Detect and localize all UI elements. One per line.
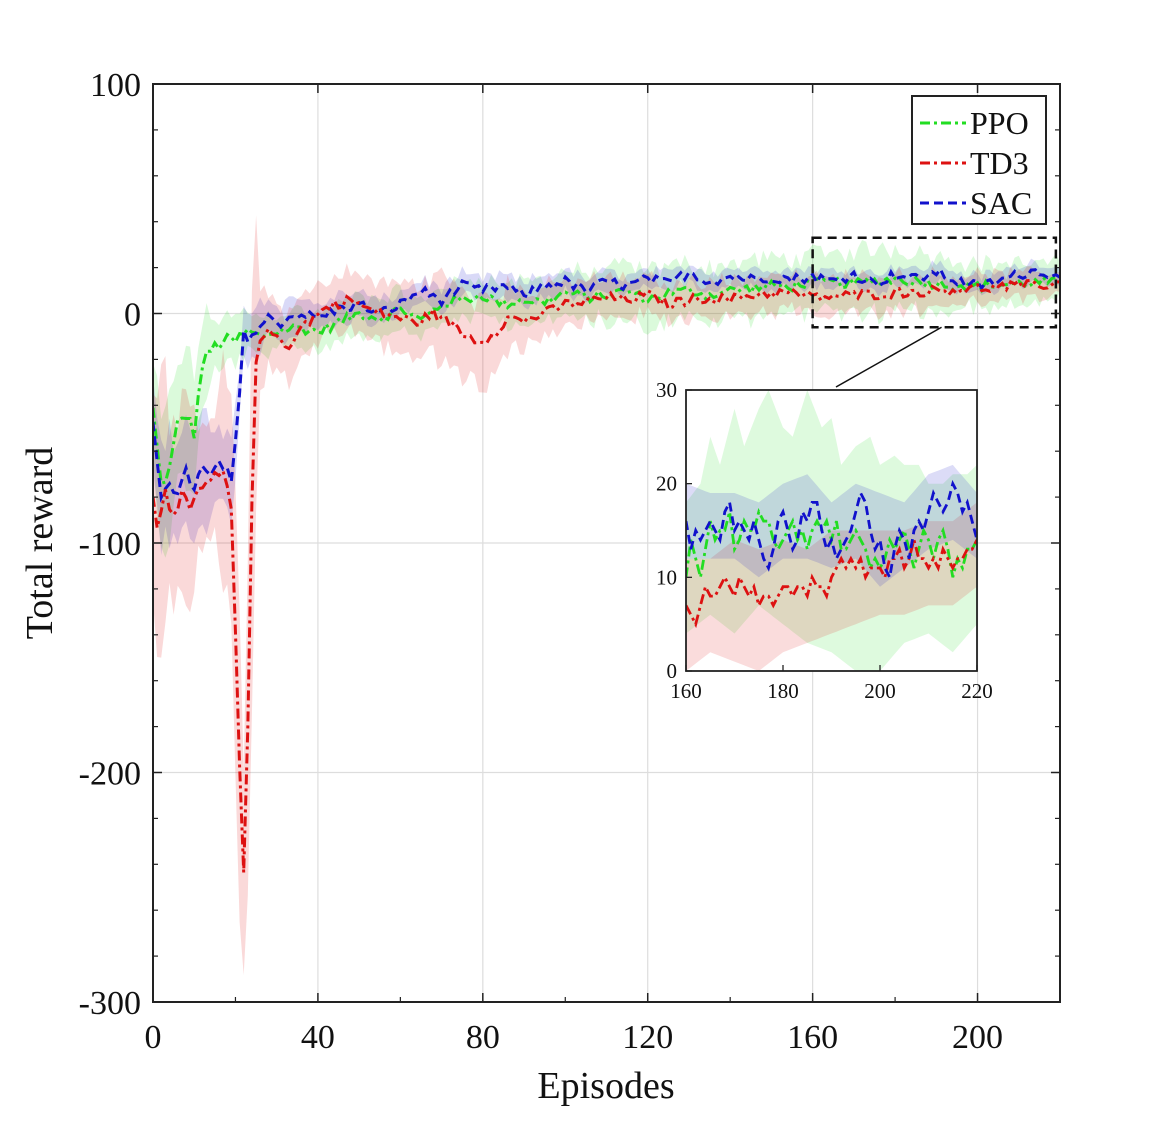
- inset-y-tick-label: 10: [656, 565, 677, 589]
- y-tick-label: -300: [79, 985, 141, 1022]
- legend-label-ppo: PPO: [970, 105, 1029, 141]
- inset-x-tick-label: 200: [864, 679, 896, 703]
- inset-y-tick-label: 30: [656, 378, 677, 402]
- x-tick-label: 160: [787, 1019, 838, 1056]
- inset-line-sac: [686, 479, 977, 582]
- inset-chart: 160 180 200 220 0 10 20 30: [656, 378, 993, 703]
- inset-lines: [686, 479, 977, 629]
- x-tick-label: 200: [952, 1019, 1003, 1056]
- x-tick-label: 40: [301, 1019, 335, 1056]
- x-tick-label: 0: [145, 1019, 162, 1056]
- x-tick-label: 80: [466, 1019, 500, 1056]
- series-line-sac: [153, 266, 1060, 503]
- inset-line-td3: [686, 534, 977, 629]
- inset-frame-rect: [685, 389, 978, 672]
- y-tick-label: -200: [79, 756, 141, 793]
- main-lines: [153, 266, 1060, 873]
- legend: PPO TD3 SAC: [911, 95, 1047, 225]
- inset-y-tick-label: 20: [656, 472, 677, 496]
- legend-label-td3: TD3: [970, 145, 1029, 181]
- x-tick-label: 120: [622, 1019, 673, 1056]
- x-axis-title: Episodes: [537, 1065, 674, 1107]
- inset-x-tick-label: 220: [961, 679, 993, 703]
- inset-y-tick-label: 0: [667, 659, 678, 683]
- inset-x-tick-label: 180: [767, 679, 799, 703]
- series-line-td3: [153, 278, 1060, 873]
- zoom-indicator: [811, 236, 1058, 388]
- series-band-td3: [153, 215, 1060, 975]
- inset-ticks: 160 180 200 220 0 10 20 30: [656, 378, 993, 703]
- inset-x-tick-label: 160: [670, 679, 702, 703]
- y-tick-label: 100: [90, 67, 141, 104]
- legend-label-sac: SAC: [970, 185, 1032, 221]
- zoom-box: [811, 236, 1058, 329]
- inset-frame: [685, 389, 978, 672]
- y-tick-label: 0: [124, 297, 141, 334]
- y-tick-label: -100: [79, 526, 141, 563]
- inset-band-sac: [686, 464, 977, 587]
- zoom-connector: [835, 326, 942, 388]
- y-axis-title: Total reward: [19, 447, 61, 640]
